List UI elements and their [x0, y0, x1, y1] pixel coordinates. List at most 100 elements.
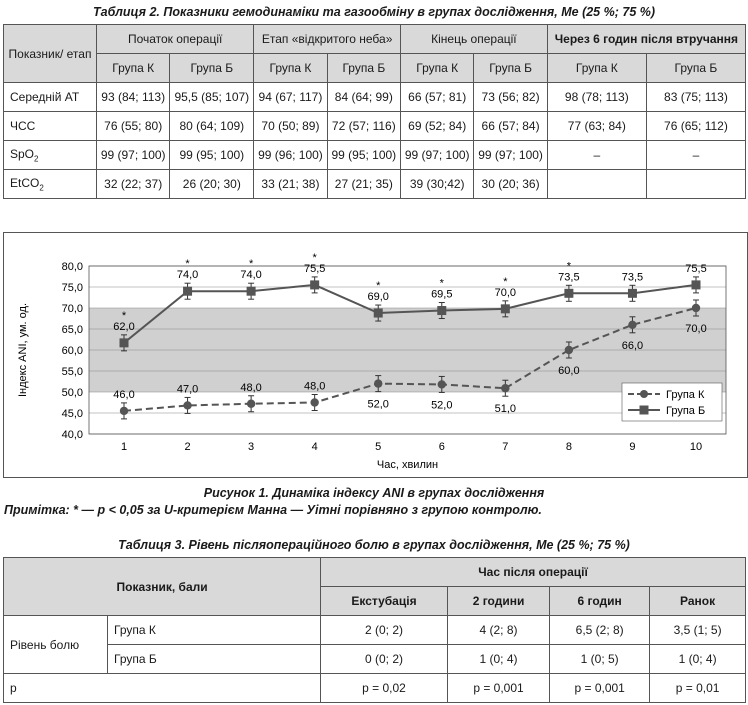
- table-cell: 33 (21; 38): [253, 169, 328, 199]
- table-cell: 1 (0; 5): [549, 644, 651, 674]
- table-cell: 70 (50; 89): [253, 111, 328, 141]
- table-cell: 77 (63; 84): [546, 111, 647, 141]
- significance-mark: *: [440, 278, 445, 290]
- data-point-group-b: [183, 286, 193, 296]
- x-tick-label: 1: [121, 441, 127, 453]
- table-cell: 66 (57; 84): [473, 111, 548, 141]
- y-tick-label: 65,0: [62, 324, 83, 336]
- data-point-group-b: [437, 306, 447, 316]
- table3-header-indicator: Показник, бали: [2, 557, 322, 616]
- table2: Показник/ етап Початок операції Етап «ві…: [3, 24, 747, 199]
- data-label: 75,5: [304, 263, 325, 275]
- y-axis-label: Індекс ANI, ум. од.: [17, 303, 29, 397]
- data-label: 62,0: [113, 321, 134, 333]
- data-point-group-b: [373, 308, 383, 318]
- x-tick-label: 3: [248, 441, 254, 453]
- table-cell: 99 (97; 100): [473, 140, 548, 170]
- significance-mark: *: [122, 310, 127, 322]
- figure1-caption: Рисунок 1. Динаміка індексу ANI в групах…: [203, 486, 545, 500]
- significance-mark: *: [567, 260, 572, 272]
- table3-time-header: 6 годин: [549, 586, 651, 616]
- y-tick-label: 40,0: [62, 429, 83, 441]
- figure1-chart-frame: 40,0 45,0 50,0 55,0 60,0 65,0 70,0 75,0 80,0 1 2 3 4…: [3, 232, 748, 478]
- table-cell: [645, 169, 747, 199]
- data-point-group-k: [119, 406, 129, 416]
- data-label: 48,0: [304, 381, 325, 393]
- table-cell: 99 (96; 100): [253, 140, 328, 170]
- table-row: EtCO2 32 (22; 37) 26 (20; 30) 33 (21; 38…: [3, 169, 747, 199]
- table-cell: 98 (78; 113): [546, 82, 647, 112]
- table2-group-header: Група Б: [473, 53, 548, 83]
- table-cell: 76 (65; 112): [645, 111, 747, 141]
- p-label: p: [2, 673, 322, 703]
- data-point-group-k: [564, 345, 574, 355]
- data-label: 60,0: [558, 365, 579, 377]
- data-point-group-k: [437, 380, 446, 389]
- table-cell: 94 (67; 117): [253, 82, 328, 112]
- table-cell: 99 (97; 100): [400, 140, 475, 170]
- data-label: 52,0: [431, 399, 452, 411]
- table3-header-time: Час після операції: [320, 557, 746, 587]
- table-cell: 1 (0; 4): [649, 644, 746, 674]
- table-row: Рівень болю Група К 2 (0; 2) 4 (2; 8) 6,…: [3, 615, 746, 674]
- data-label: 69,0: [368, 291, 389, 303]
- table-cell: [546, 169, 647, 199]
- data-label: 69,5: [431, 289, 452, 301]
- significance-mark: *: [185, 258, 190, 270]
- significance-mark: *: [313, 252, 318, 264]
- row-label: Рівень болю: [3, 615, 108, 674]
- table-cell: 32 (22; 37): [95, 169, 171, 199]
- table2-caption: Таблиця 2. Показники гемодинаміки та газ…: [92, 5, 656, 19]
- legend-box: [621, 382, 723, 422]
- table-cell: 84 (64; 99): [326, 82, 402, 112]
- row-label: EtCO2: [3, 169, 97, 199]
- data-point-group-k: [691, 303, 701, 313]
- data-point-group-k: [183, 401, 192, 410]
- x-tick-label: 6: [439, 441, 445, 453]
- figure1-note: Примітка: * — p < 0,05 за U-критерієм Ма…: [4, 503, 542, 517]
- table-cell: 73 (56; 82): [473, 82, 548, 112]
- data-label: 73,5: [622, 271, 643, 283]
- table-cell: 66 (57; 81): [400, 82, 475, 112]
- data-point-group-b: [627, 288, 637, 298]
- data-point-group-b: [119, 338, 129, 348]
- p-value-cell: p = 0,01: [649, 673, 746, 703]
- y-tick-label: 45,0: [62, 408, 83, 420]
- data-label: 70,0: [685, 323, 706, 335]
- plot-frame: [88, 265, 727, 435]
- table-cell: 80 (64; 109): [169, 111, 255, 141]
- table2-stage-header: Початок операції: [95, 24, 255, 54]
- data-label: 75,5: [685, 263, 706, 275]
- table-cell: 95,5 (85; 107): [169, 82, 255, 112]
- data-label: 52,0: [368, 399, 389, 411]
- legend-label-group-k: Група К: [666, 389, 705, 401]
- significance-mark: *: [249, 258, 254, 270]
- significance-mark: *: [376, 280, 381, 292]
- table-cell: –: [645, 140, 747, 170]
- data-point-group-k: [310, 398, 319, 407]
- series-line-group-k: [123, 307, 697, 412]
- table-cell: 26 (20; 30): [169, 169, 255, 199]
- group-label: Група К: [106, 615, 322, 645]
- table-row: ЧСС 76 (55; 80) 80 (64; 109) 70 (50; 89)…: [3, 111, 747, 141]
- table-cell: 93 (84; 113): [95, 82, 171, 112]
- table-cell: 3,5 (1; 5): [649, 615, 746, 645]
- data-point-group-k: [374, 379, 383, 388]
- table2-group-header: Група К: [95, 53, 171, 83]
- data-point-group-b: [564, 288, 574, 298]
- row-label: Середній АТ: [3, 82, 97, 112]
- row-label-text: SpO: [10, 146, 35, 161]
- data-point-group-k: [628, 320, 637, 329]
- data-point-group-b: [246, 286, 256, 296]
- y-tick-label: 60,0: [62, 345, 83, 357]
- table2-stage-header: Через 6 годин після втручання: [546, 24, 747, 54]
- legend-marker-group-k: [640, 390, 648, 398]
- data-label: 46,0: [113, 389, 134, 401]
- y-tick-label: 80,0: [62, 261, 83, 273]
- table-row: p p = 0,02 p = 0,001 p = 0,001 p = 0,01: [2, 673, 746, 703]
- x-tick-label: 9: [629, 441, 635, 453]
- data-point-group-k: [501, 384, 510, 393]
- table-cell: 2 (0; 2): [320, 615, 448, 645]
- table-cell: 99 (95; 100): [169, 140, 255, 170]
- y-tick-label: 75,0: [62, 282, 83, 294]
